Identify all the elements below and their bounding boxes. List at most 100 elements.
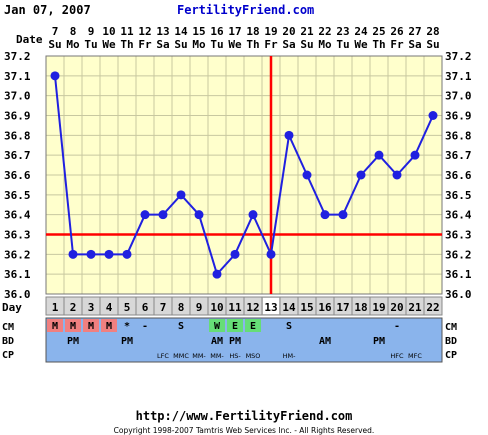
temperature-point	[158, 210, 168, 220]
date-label: 26	[390, 25, 404, 38]
site-title[interactable]: FertilityFriend.com	[177, 3, 314, 17]
weekday-label: Mo	[318, 38, 332, 51]
y-tick-label: 36.6	[4, 169, 31, 182]
cycle-day-label: 1	[52, 301, 59, 314]
y-tick-label: 37.1	[445, 70, 472, 83]
cervical-position-value: HS-	[229, 352, 241, 360]
y-tick-label: 36.8	[445, 129, 472, 142]
menstruation-cell	[101, 319, 117, 332]
date-label: 18	[246, 25, 259, 38]
cycle-day-label: 14	[282, 301, 296, 314]
weekday-label: We	[228, 38, 242, 51]
weekday-label: Tu	[210, 38, 223, 51]
temperature-point	[410, 150, 420, 160]
date-row-label: Date	[16, 33, 43, 46]
cp-row-label-left: CP	[2, 350, 14, 361]
date-label: 11	[120, 25, 134, 38]
weekday-label: Sa	[408, 38, 421, 51]
date-label: 9	[88, 25, 95, 38]
weekday-label: Sa	[156, 38, 169, 51]
y-tick-label: 37.0	[4, 90, 31, 103]
temperature-point	[392, 170, 402, 180]
plot-frame	[45, 55, 443, 295]
cervical-mucus-value: M	[52, 321, 58, 332]
weekday-label: We	[354, 38, 368, 51]
y-tick-label: 36.6	[445, 169, 472, 182]
temperature-point	[194, 210, 204, 220]
temperature-point	[374, 150, 384, 160]
cycle-day-label: 18	[354, 301, 367, 314]
weekday-label: Su	[48, 38, 61, 51]
intercourse-value: AM	[211, 336, 223, 347]
date-label: 7	[52, 25, 59, 38]
menstruation-cell	[47, 319, 63, 332]
intercourse-value: PM	[67, 336, 79, 347]
ovulation-day-highlight	[263, 298, 279, 314]
y-tick-label: 36.1	[445, 268, 472, 281]
cervical-mucus-value: E	[232, 321, 238, 332]
weekday-label: Su	[300, 38, 313, 51]
weekday-label: Tu	[336, 38, 349, 51]
date-label: 22	[318, 25, 331, 38]
temperature-point	[248, 210, 258, 220]
date-label: 23	[336, 25, 349, 38]
cervical-mucus-value: M	[88, 321, 94, 332]
temperature-series	[50, 71, 438, 279]
weekday-label: Tu	[84, 38, 97, 51]
intercourse-value: PM	[373, 336, 385, 347]
cervical-position-value: HM-	[283, 352, 296, 360]
temperature-point	[86, 249, 96, 259]
bd-row-label-right: BD	[445, 336, 457, 347]
cervical-position-value: MFC	[408, 352, 422, 360]
date-label: 8	[70, 25, 77, 38]
y-tick-label: 36.2	[4, 248, 31, 261]
weekday-label: Mo	[192, 38, 206, 51]
y-tick-label: 36.0	[445, 288, 472, 301]
cycle-day-label: 13	[264, 301, 277, 314]
cervical-mucus-value: *	[124, 321, 130, 332]
cervical-position-value: MM-	[210, 352, 224, 360]
cycle-day-label: 3	[88, 301, 95, 314]
y-tick-label: 37.1	[4, 70, 31, 83]
weekday-label: Su	[426, 38, 439, 51]
date-label: 17	[228, 25, 241, 38]
temperature-point	[284, 130, 294, 140]
date-label: 20	[282, 25, 295, 38]
cycle-day-label: 4	[106, 301, 113, 314]
date-label: 19	[264, 25, 277, 38]
cycle-day-label: 2	[70, 301, 77, 314]
temperature-point	[122, 249, 132, 259]
cycle-day-label: 10	[210, 301, 223, 314]
cycle-day-label: 21	[408, 301, 422, 314]
footer-url[interactable]: http://www.FertilityFriend.com	[136, 409, 353, 423]
x-axis-dates: 7Su8Mo9Tu10We11Th12Fr13Sa14Su15Mo16Tu17W…	[48, 25, 439, 51]
temperature-point	[68, 249, 78, 259]
cervical-mucus-value: S	[286, 321, 292, 332]
date-label: 10	[102, 25, 115, 38]
temperature-point	[50, 71, 60, 81]
weekday-label: Th	[372, 38, 385, 51]
date-label: 16	[210, 25, 224, 38]
date-label: 13	[156, 25, 169, 38]
cervical-position-value: HFC	[390, 352, 404, 360]
intercourse-value: PM	[229, 336, 241, 347]
weekday-label: Th	[246, 38, 259, 51]
y-tick-label: 37.2	[4, 50, 31, 63]
cervical-position-value: MSO	[246, 352, 261, 360]
cycle-day-label: 22	[426, 301, 439, 314]
data-rows: 1 2 3 4 5 6 7 8 9 10 11 12 13 14 15 16 17 18 19 20 21 22M M M M *…	[45, 296, 443, 363]
y-tick-label: 36.9	[445, 110, 472, 123]
y-tick-label: 36.2	[445, 248, 472, 261]
menstruation-cell	[65, 319, 81, 332]
menstruation-cell	[83, 319, 99, 332]
intercourse-value: AM	[319, 336, 331, 347]
temperature-point	[266, 249, 276, 259]
day-row-label: Day	[2, 301, 22, 314]
y-tick-label: 36.4	[445, 209, 472, 222]
cycle-day-label: 16	[318, 301, 332, 314]
date-label: 28	[426, 25, 439, 38]
temperature-point	[356, 170, 366, 180]
y-tick-label: 36.3	[445, 229, 472, 242]
y-tick-label: 37.0	[445, 90, 472, 103]
